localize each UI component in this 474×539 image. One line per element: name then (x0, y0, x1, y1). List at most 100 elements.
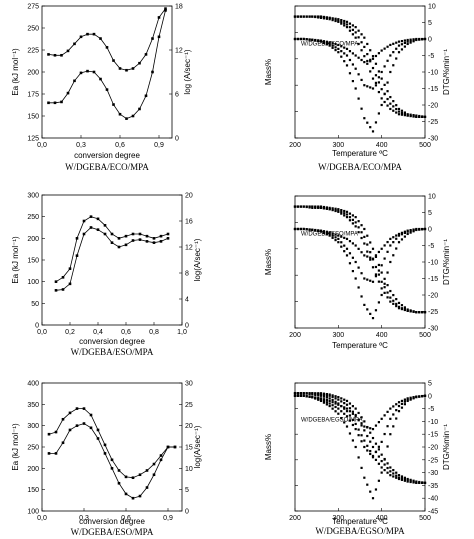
data-point (374, 488, 378, 491)
data-point (397, 410, 401, 413)
data-point (118, 112, 122, 116)
series-1 (293, 392, 427, 484)
data-point (366, 255, 369, 258)
data-point (314, 392, 317, 395)
data-point (351, 218, 354, 221)
y-tick-label: 200 (27, 466, 39, 473)
data-point (363, 45, 366, 49)
data-point (369, 86, 372, 89)
data-point (386, 104, 389, 107)
data-point (66, 91, 70, 95)
x-tick-label: 0,6 (121, 515, 131, 522)
data-point (75, 237, 79, 240)
data-point (319, 392, 323, 395)
data-point (354, 54, 357, 57)
data-point (363, 242, 366, 245)
data-point (360, 78, 363, 82)
data-point (322, 398, 326, 401)
series-1 (293, 15, 427, 118)
plot-frame (294, 5, 426, 139)
data-point (124, 234, 128, 238)
data-point (319, 393, 323, 396)
data-point (314, 397, 317, 400)
data-point (392, 105, 395, 108)
data-point (334, 207, 337, 210)
data-point (371, 66, 375, 70)
data-point (117, 237, 121, 240)
data-point (383, 458, 386, 461)
x-axis-label: Temperature ºC (332, 517, 388, 526)
data-point (296, 205, 300, 208)
data-point (400, 39, 404, 43)
data-point (348, 419, 352, 422)
y-axis-label: Ea (kJ mol⁻¹) (11, 423, 20, 471)
data-point (395, 47, 398, 50)
x-axis-label: conversion degree (79, 517, 145, 526)
data-point (325, 232, 328, 235)
y-tick-label: 300 (27, 193, 39, 200)
data-point (369, 449, 372, 453)
x-tick-label: 0,4 (93, 329, 103, 336)
data-point (325, 207, 328, 210)
y-tick-label: 200 (27, 70, 39, 77)
data-point (345, 216, 349, 219)
data-point (334, 48, 337, 52)
data-point (421, 311, 424, 314)
y-axis-label: Ea (kJ mol⁻¹) (11, 236, 20, 284)
data-point (319, 399, 323, 403)
y2-tick-label: 12 (175, 48, 183, 55)
data-point (357, 434, 360, 437)
x-axis-label: Temperature ºC (332, 341, 388, 350)
data-point (406, 477, 409, 481)
data-point (125, 68, 128, 72)
data-point (334, 208, 337, 212)
data-point (340, 245, 343, 248)
data-point (357, 56, 360, 59)
data-point (374, 442, 378, 445)
data-point (374, 424, 378, 427)
data-point (302, 227, 305, 231)
data-point (322, 231, 326, 235)
plot-frame (41, 194, 183, 326)
data-point (53, 101, 57, 105)
data-point (354, 277, 357, 280)
data-point (412, 397, 415, 400)
data-point (144, 94, 148, 98)
data-point (383, 277, 386, 280)
data-point (403, 113, 406, 116)
data-point (380, 264, 383, 267)
data-point (354, 26, 357, 29)
data-point (409, 114, 412, 118)
data-point (322, 393, 326, 397)
data-point (357, 411, 360, 415)
data-point (406, 40, 409, 43)
data-point (392, 51, 395, 54)
data-point (351, 28, 354, 31)
data-point (152, 473, 156, 477)
data-point (392, 475, 395, 478)
data-point (389, 54, 392, 57)
data-point (386, 59, 389, 62)
data-point (325, 206, 328, 209)
data-point (389, 407, 392, 410)
data-point (369, 258, 372, 261)
data-point (392, 302, 395, 305)
data-point (343, 212, 346, 215)
data-point (331, 407, 334, 410)
data-point (409, 229, 412, 233)
y2-tick-label: -25 (428, 309, 438, 316)
data-point (380, 440, 383, 443)
data-point (334, 405, 337, 409)
data-point (340, 397, 343, 400)
data-point (89, 426, 93, 430)
data-point (366, 426, 369, 429)
data-point (345, 425, 349, 428)
data-point (415, 38, 418, 42)
y2-tick-label: -45 (428, 509, 438, 516)
data-point (131, 232, 135, 236)
data-point (421, 38, 424, 41)
data-point (392, 42, 395, 45)
y2-tick-label: 10 (428, 194, 436, 201)
data-point (345, 47, 349, 50)
data-point (99, 77, 102, 81)
